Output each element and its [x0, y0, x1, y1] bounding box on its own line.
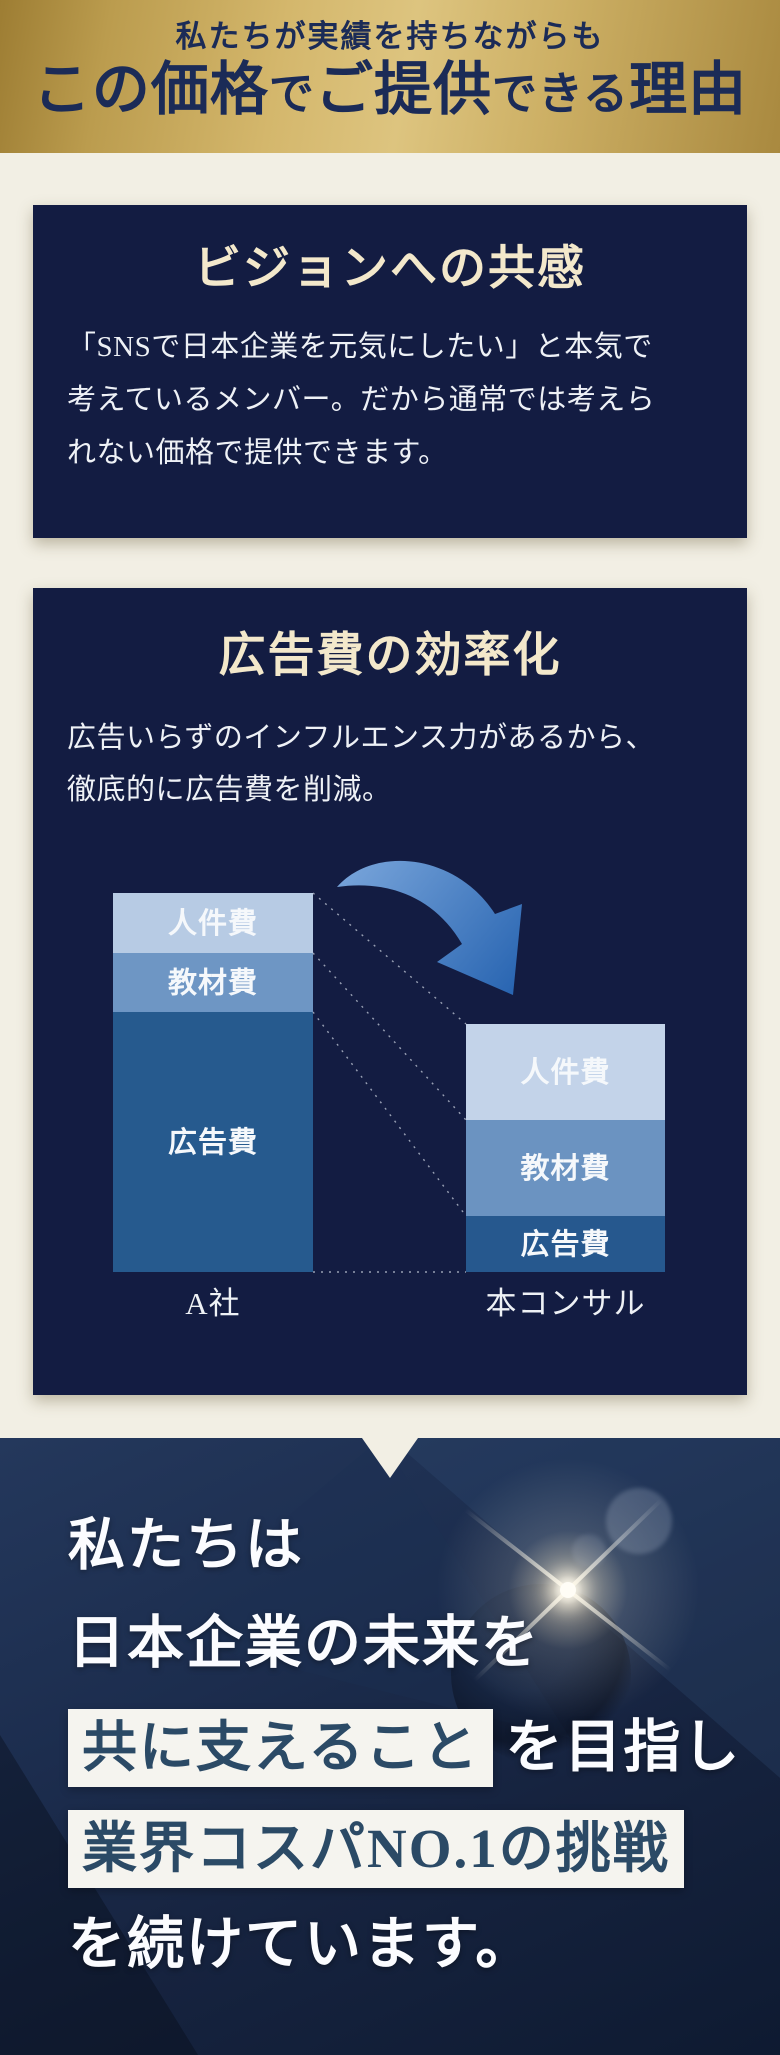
- bar-segment-label: 教材費: [520, 1152, 610, 1185]
- header-title-seg2: で: [268, 69, 315, 119]
- lens-flare-core: [560, 1582, 576, 1598]
- header-title-seg1: この価格: [32, 57, 269, 122]
- bokeh-circle: [606, 1488, 672, 1554]
- ad-cost-body-line: 徹底的に広告費を削減。: [67, 774, 392, 806]
- section-notch: [362, 1438, 418, 1478]
- bar-segment-label: 人件費: [520, 1056, 610, 1089]
- bar-segment-label: 教材費: [168, 967, 258, 1000]
- mission-line-4: 業界コスパNO.1の挑戦: [68, 1810, 684, 1888]
- highlight-box-cospa-no1: 業界コスパNO.1の挑戦: [68, 1810, 684, 1888]
- highlight-box-support: 共に支えること: [68, 1709, 494, 1787]
- mission-line-3: 共に支えること を目指し: [68, 1709, 741, 1787]
- bar-segment-label: 広告費: [520, 1228, 610, 1261]
- mission-line-1: 私たちは: [68, 1514, 304, 1577]
- cost-reduction-arrow-icon: [337, 860, 522, 995]
- ad-cost-card: 広告費の効率化 広告いらずのインフルエンス力があるから、 徹底的に広告費を削減。…: [33, 588, 747, 1395]
- mission-line-5: を続けています。: [68, 1913, 535, 1976]
- mission-hero-section: 私たちは 日本企業の未来を 共に支えること を目指し 業界コスパNO.1の挑戦 …: [0, 1438, 780, 2055]
- bar-segment-label: 人件費: [168, 907, 258, 940]
- vision-card-body: 「SNSで日本企業を元気にしたい」と本気で 考えているメンバー。だから通常では考…: [67, 321, 717, 480]
- vision-body-line: 考えているメンバー。だから通常では考えら: [67, 384, 656, 416]
- vision-card-title: ビジョンへの共感: [194, 243, 586, 295]
- mission-line-3-suffix: を目指し: [505, 1715, 742, 1779]
- vision-body-line: 「SNSで日本企業を元気にしたい」と本気で: [67, 331, 653, 363]
- mission-line-2: 日本企業の未来を: [68, 1612, 540, 1675]
- header-subtitle: 私たちが実績を持ちながらも: [175, 19, 605, 54]
- reason-header-band: 私たちが実績を持ちながらも この価格でご提供できる理由: [0, 0, 780, 153]
- bar-segment-label: 広告費: [168, 1126, 258, 1159]
- bokeh-circle: [572, 1534, 606, 1568]
- header-title-seg5: 理由: [629, 57, 748, 122]
- bar-category-label: A社: [185, 1286, 240, 1321]
- vision-card: ビジョンへの共感 「SNSで日本企業を元気にしたい」と本気で 考えているメンバー…: [33, 205, 747, 538]
- vision-body-line: れない価格で提供できます。: [67, 437, 448, 469]
- header-title-seg4: できる: [491, 69, 630, 119]
- ad-cost-body-line: 広告いらずのインフルエンス力があるから、: [67, 722, 655, 754]
- bar-category-label: 本コンサル: [486, 1286, 646, 1321]
- ad-cost-card-body: 広告いらずのインフルエンス力があるから、 徹底的に広告費を削減。: [67, 712, 717, 816]
- header-title-seg3: ご提供: [314, 57, 492, 122]
- ad-cost-card-title: 広告費の効率化: [218, 630, 562, 682]
- header-title: この価格でご提供できる理由: [0, 58, 780, 126]
